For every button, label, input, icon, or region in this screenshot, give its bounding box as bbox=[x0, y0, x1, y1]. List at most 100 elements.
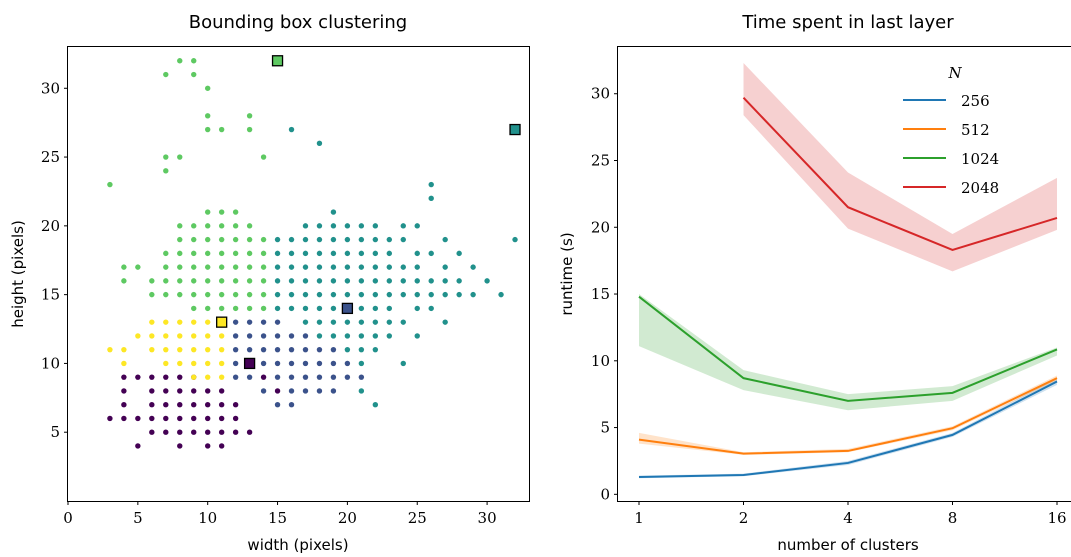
cluster-2-point bbox=[400, 264, 406, 270]
cluster-2-point bbox=[414, 291, 420, 298]
cluster-1-point bbox=[274, 319, 281, 325]
cluster-0-point bbox=[274, 388, 281, 394]
cluster-0-point bbox=[218, 443, 225, 449]
cluster-2-point bbox=[400, 223, 406, 229]
cluster-0-point bbox=[121, 374, 127, 380]
cluster-2-point bbox=[428, 291, 434, 298]
cluster-2-point bbox=[330, 305, 337, 312]
cluster-2-point bbox=[302, 250, 309, 257]
cluster-2-point bbox=[512, 236, 518, 243]
cluster-3-point bbox=[191, 291, 197, 298]
cluster-1-point bbox=[358, 374, 365, 380]
cluster-3-point bbox=[260, 264, 267, 270]
cluster-2-point bbox=[274, 264, 281, 270]
cluster-3-point bbox=[246, 278, 253, 284]
cluster-1-point bbox=[246, 374, 253, 380]
cluster-3-point bbox=[218, 209, 225, 215]
cluster-3-point bbox=[204, 209, 211, 215]
cluster-1-point bbox=[316, 388, 323, 394]
cluster-3-point bbox=[204, 126, 211, 133]
cluster-2-point bbox=[302, 291, 309, 298]
cluster-3-point bbox=[246, 250, 253, 257]
cluster-3-point bbox=[163, 264, 169, 270]
cluster-0-point bbox=[121, 388, 127, 394]
cluster-3-point bbox=[246, 264, 253, 270]
y-tick-label: 10 bbox=[591, 352, 610, 370]
cluster-2-point bbox=[400, 360, 406, 367]
cluster-1-point bbox=[232, 360, 239, 367]
cluster-3-point bbox=[246, 223, 253, 229]
x-tick-label: 8 bbox=[948, 509, 958, 527]
cluster-1-point bbox=[274, 346, 281, 353]
clustering-ylabel: height (pixels) bbox=[9, 220, 27, 328]
cluster-3-point bbox=[177, 236, 183, 243]
cluster-1-point bbox=[246, 319, 253, 325]
cluster-3-point bbox=[191, 58, 197, 64]
cluster-4-point bbox=[135, 333, 141, 339]
cluster-2-point bbox=[358, 278, 365, 284]
cluster-3-point bbox=[246, 126, 253, 133]
cluster-2-point bbox=[358, 305, 365, 312]
cluster-2-point bbox=[386, 236, 393, 243]
cluster-2-point bbox=[316, 250, 323, 257]
cluster-3-point bbox=[232, 209, 239, 215]
cluster-1-point bbox=[288, 374, 295, 380]
cluster-2-point bbox=[316, 140, 323, 147]
runtime-axes-frame bbox=[617, 46, 1071, 502]
cluster-3-point bbox=[191, 250, 197, 257]
x-tick-label: 25 bbox=[408, 509, 427, 527]
cluster-2-point bbox=[330, 236, 337, 243]
cluster-3-point bbox=[232, 291, 239, 298]
x-tick-label: 16 bbox=[1047, 509, 1066, 527]
y-tick-label: 25 bbox=[591, 152, 610, 170]
y-tick-label: 15 bbox=[41, 286, 60, 304]
cluster-2-point bbox=[456, 278, 462, 284]
cluster-2-point bbox=[456, 250, 462, 257]
cluster-3-point bbox=[163, 250, 169, 257]
cluster-0-point bbox=[204, 415, 211, 422]
runtime-title: Time spent in last layer bbox=[741, 12, 954, 33]
cluster-1-point bbox=[260, 346, 267, 353]
x-tick-label: 20 bbox=[338, 509, 357, 527]
cluster-0-point bbox=[149, 401, 155, 408]
cluster-0-point bbox=[218, 415, 225, 422]
series-512-line bbox=[638, 377, 1058, 455]
cluster-1-point bbox=[316, 360, 323, 367]
cluster-2-point bbox=[428, 195, 434, 202]
cluster-1-point bbox=[302, 346, 309, 353]
cluster-2-point bbox=[274, 236, 281, 243]
cluster-1-point bbox=[274, 401, 281, 408]
cluster-1-point bbox=[232, 346, 239, 353]
runtime-ticks: 1 2 4 8 16 0 5 10 15 20 25 30 bbox=[591, 85, 1067, 527]
cluster-4-point bbox=[177, 319, 183, 325]
cluster-2-point bbox=[274, 278, 281, 284]
cluster-2-point bbox=[344, 278, 351, 284]
y-tick-label: 20 bbox=[41, 217, 60, 235]
cluster-3-point bbox=[177, 278, 183, 284]
cluster-0-point bbox=[260, 374, 267, 380]
cluster-3-point bbox=[191, 236, 197, 243]
cluster-2-point bbox=[442, 278, 448, 284]
cluster-2-point bbox=[400, 278, 406, 284]
y-tick-label: 25 bbox=[41, 148, 60, 166]
cluster-3-point bbox=[204, 85, 211, 91]
cluster-3-point bbox=[246, 291, 253, 298]
cluster-3-point bbox=[218, 250, 225, 257]
cluster-3-point bbox=[232, 236, 239, 243]
cluster-0-centroid bbox=[243, 357, 256, 370]
cluster-4-point bbox=[121, 346, 127, 353]
cluster-0-point bbox=[121, 401, 127, 408]
cluster-1-point bbox=[302, 374, 309, 380]
cluster-2-point bbox=[302, 278, 309, 284]
cluster-1-point bbox=[260, 360, 267, 367]
cluster-2-point bbox=[372, 333, 379, 339]
cluster-2-point bbox=[358, 291, 365, 298]
cluster-0-point bbox=[121, 415, 127, 422]
cluster-1-point bbox=[288, 360, 295, 367]
cluster-1-point bbox=[274, 360, 281, 367]
cluster-3-point bbox=[260, 278, 267, 284]
cluster-2-point bbox=[400, 291, 406, 298]
cluster-1-point bbox=[260, 319, 267, 325]
cluster-2-point bbox=[288, 305, 295, 312]
cluster-1-point bbox=[288, 401, 295, 408]
